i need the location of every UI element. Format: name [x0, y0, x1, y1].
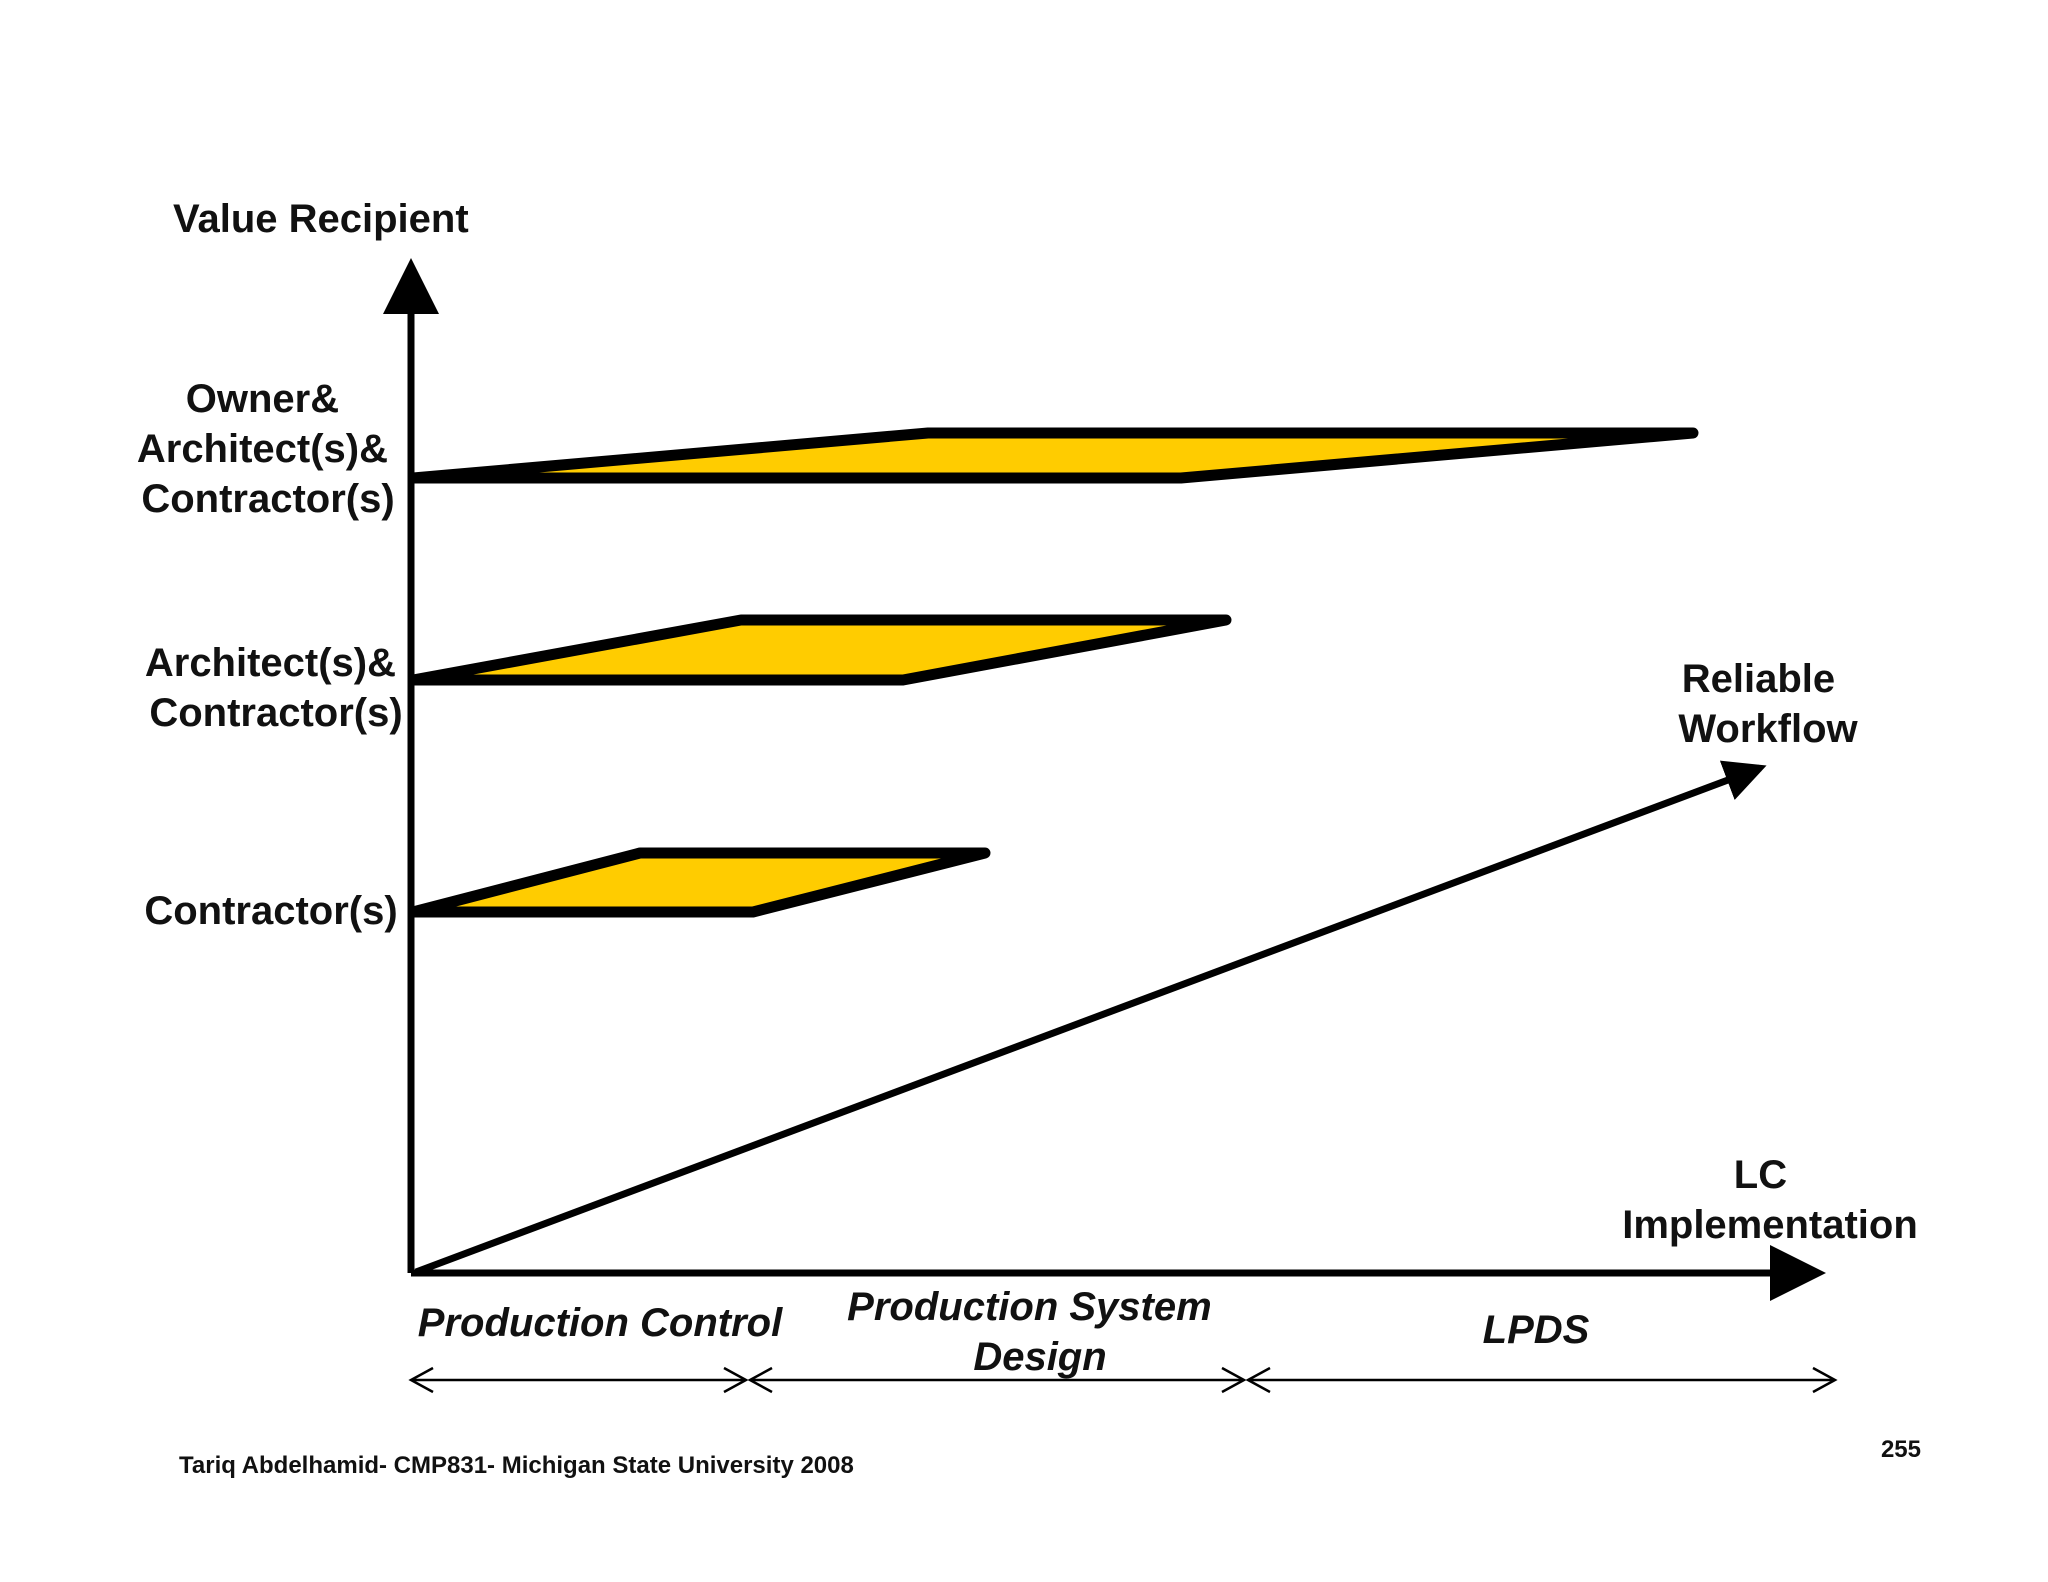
page-number: 255	[1881, 1436, 1921, 1463]
x-axis-title: LC Implementation	[1622, 1153, 1918, 1247]
phase-label-production-system-design: Production System Design	[847, 1285, 1223, 1379]
reliable-workflow-arrow	[414, 760, 1767, 1276]
reliable-workflow-label: Reliable Workflow	[1678, 657, 1858, 751]
phase-label-production-control: Production Control	[418, 1301, 783, 1345]
level-label-contractor: Contractor(s)	[144, 889, 397, 933]
level-shape-architect	[407, 614, 1232, 686]
level-label-owner: Owner& Architect(s)& Contractor(s)	[137, 377, 399, 521]
phase-span-production-control	[408, 1366, 749, 1394]
phase-span-production-system-design	[747, 1366, 1247, 1394]
level-shape-owner	[407, 427, 1699, 484]
phase-span-lpds	[1245, 1366, 1838, 1394]
y-axis-title: Value Recipient	[173, 197, 469, 241]
level-label-architect: Architect(s)& Contractor(s)	[145, 641, 407, 735]
phase-label-lpds: LPDS	[1483, 1308, 1590, 1352]
level-shape-contractor	[407, 847, 991, 918]
footer-credit: Tariq Abdelhamid- CMP831- Michigan State…	[179, 1452, 854, 1479]
